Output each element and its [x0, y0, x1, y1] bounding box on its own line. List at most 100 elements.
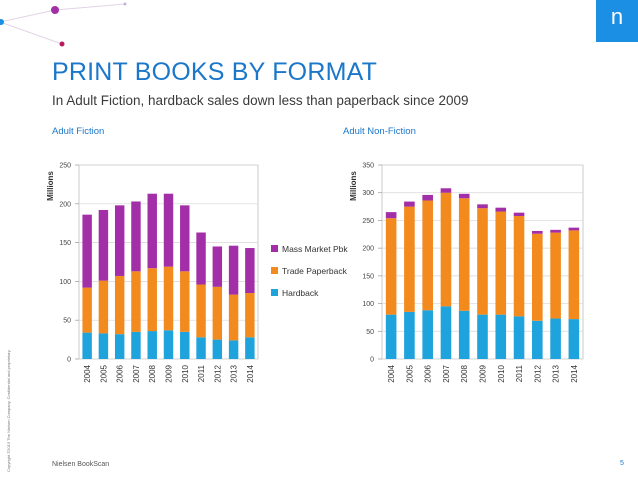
copyright-text: Copyright ©2015 The Nielsen Company. Con…	[6, 349, 11, 472]
nonfiction-bar-trade-paperback	[440, 192, 452, 307]
nonfiction-bar-hardback	[477, 314, 488, 359]
fiction-bar-trade-paperback	[82, 287, 92, 333]
nonfiction-y-tick-label: 350	[362, 163, 374, 170]
nonfiction-bar-hardback	[385, 314, 397, 359]
nonfiction-bar-mass-market-pbk	[440, 188, 452, 193]
nonfiction-x-tick-label: 2014	[570, 364, 579, 382]
fiction-x-tick-label: 2005	[99, 364, 108, 382]
fiction-x-tick-label: 2004	[83, 364, 92, 382]
fiction-y-tick-label: 0	[67, 357, 71, 364]
fiction-bar-trade-paperback	[245, 293, 255, 338]
fiction-bar-hardback	[163, 330, 174, 359]
nonfiction-x-tick-label: 2008	[460, 364, 469, 382]
nonfiction-bar-mass-market-pbk	[458, 193, 470, 199]
fiction-bar-hardback	[98, 333, 109, 359]
decor-dot-purple	[51, 6, 59, 14]
fiction-bar-trade-paperback	[98, 280, 109, 334]
nonfiction-bar-trade-paperback	[495, 211, 507, 315]
fiction-bar-hardback	[131, 331, 141, 359]
fiction-x-tick-label: 2013	[230, 364, 239, 382]
nonfiction-bar-mass-market-pbk	[513, 212, 525, 216]
fiction-bar-trade-paperback	[212, 286, 223, 340]
nonfiction-y-tick-label: 50	[366, 329, 374, 336]
fiction-bar-mass-market-pbk	[147, 193, 157, 269]
nonfiction-bar-hardback	[532, 320, 543, 359]
fiction-y-tick-label: 200	[59, 201, 71, 208]
chart-title-nonfiction: Adult Non-Fiction	[343, 126, 416, 137]
fiction-bar-hardback	[228, 340, 239, 359]
fiction-x-tick-label: 2008	[148, 364, 157, 382]
nonfiction-bar-hardback	[458, 310, 470, 359]
slide-title: PRINT BOOKS BY FORMAT	[52, 58, 378, 86]
nonfiction-bar-mass-market-pbk	[568, 227, 580, 231]
footer-source: Nielsen BookScan	[52, 461, 110, 468]
nonfiction-bar-hardback	[513, 316, 525, 359]
decor-dot-magenta	[59, 41, 65, 47]
nonfiction-x-tick-label: 2012	[533, 364, 542, 382]
fiction-x-tick-label: 2006	[116, 364, 125, 382]
nonfiction-bar-trade-paperback	[513, 215, 525, 317]
nonfiction-bar-hardback	[404, 311, 415, 359]
decorative-dots	[0, 2, 127, 47]
fiction-bar-trade-paperback	[228, 294, 239, 341]
fiction-bar-hardback	[147, 331, 157, 359]
fiction-bar-hardback	[114, 334, 125, 359]
legend-swatch	[271, 267, 278, 274]
fiction-bar-mass-market-pbk	[163, 193, 174, 267]
nonfiction-bar-mass-market-pbk	[550, 229, 561, 233]
fiction-y-axis-label: Millions	[46, 171, 55, 201]
fiction-bar-hardback	[212, 339, 223, 359]
nonfiction-x-tick-label: 2013	[552, 364, 561, 382]
nonfiction-bar-trade-paperback	[458, 198, 470, 311]
nonfiction-bar-hardback	[550, 318, 561, 359]
nonfiction-x-tick-label: 2007	[442, 364, 451, 382]
fiction-bar-trade-paperback	[180, 271, 190, 332]
legend-entry: Hardback	[282, 288, 319, 298]
nonfiction-bar-hardback	[422, 310, 433, 359]
nonfiction-x-tick-label: 2010	[497, 364, 506, 382]
fiction-bar-mass-market-pbk	[196, 232, 206, 285]
nonfiction-x-tick-label: 2009	[479, 364, 488, 382]
nonfiction-x-tick-label: 2004	[387, 364, 396, 382]
fiction-bar-mass-market-pbk	[212, 246, 223, 287]
fiction-bar-hardback	[245, 337, 255, 359]
nonfiction-x-tick-label: 2006	[424, 364, 433, 382]
nonfiction-y-tick-label: 0	[370, 357, 374, 364]
chart-title-fiction: Adult Fiction	[52, 126, 105, 137]
nonfiction-y-tick-label: 200	[362, 246, 374, 253]
nonfiction-bar-trade-paperback	[422, 200, 433, 311]
nonfiction-bar-hardback	[440, 306, 452, 359]
fiction-x-tick-label: 2014	[246, 364, 255, 382]
nonfiction-bar-trade-paperback	[550, 232, 561, 319]
nonfiction-bar-trade-paperback	[385, 218, 397, 315]
fiction-bar-mass-market-pbk	[131, 201, 141, 272]
nonfiction-y-axis-label: Millions	[349, 171, 358, 201]
page-number: 5	[620, 460, 624, 467]
nonfiction-bar-hardback	[568, 319, 580, 359]
nonfiction-bar-trade-paperback	[477, 208, 488, 315]
fiction-bar-mass-market-pbk	[82, 214, 92, 288]
nonfiction-bar-trade-paperback	[568, 230, 580, 320]
nonfiction-bar-mass-market-pbk	[404, 201, 415, 207]
legend-swatch	[271, 245, 278, 252]
fiction-bar-mass-market-pbk	[98, 210, 109, 281]
fiction-bar-mass-market-pbk	[228, 245, 239, 295]
fiction-y-tick-label: 250	[59, 163, 71, 170]
legend-entry: Trade Paperback	[282, 266, 348, 276]
fiction-bar-mass-market-pbk	[114, 205, 125, 276]
nonfiction-bar-trade-paperback	[532, 233, 543, 321]
fiction-bar-hardback	[82, 332, 92, 359]
legend-entry: Mass Market Pbk	[282, 244, 348, 254]
fiction-bar-hardback	[196, 337, 206, 359]
fiction-y-tick-label: 100	[59, 279, 71, 286]
decor-dot-blue	[0, 19, 4, 25]
nonfiction-bar-mass-market-pbk	[495, 207, 507, 212]
decor-dot-small	[123, 2, 127, 6]
nonfiction-bar-mass-market-pbk	[477, 204, 488, 209]
nonfiction-bar-trade-paperback	[404, 206, 415, 312]
legend-swatch	[271, 289, 278, 296]
fiction-bar-trade-paperback	[163, 266, 174, 331]
fiction-x-tick-label: 2009	[165, 364, 174, 382]
fiction-y-tick-label: 150	[59, 240, 71, 247]
